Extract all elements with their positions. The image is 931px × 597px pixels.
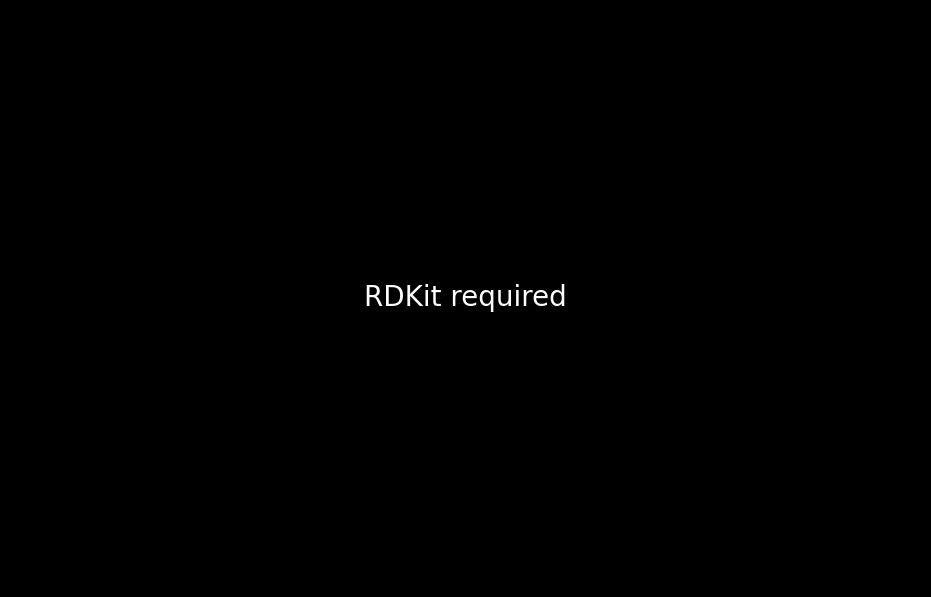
Text: RDKit required: RDKit required xyxy=(364,285,567,312)
